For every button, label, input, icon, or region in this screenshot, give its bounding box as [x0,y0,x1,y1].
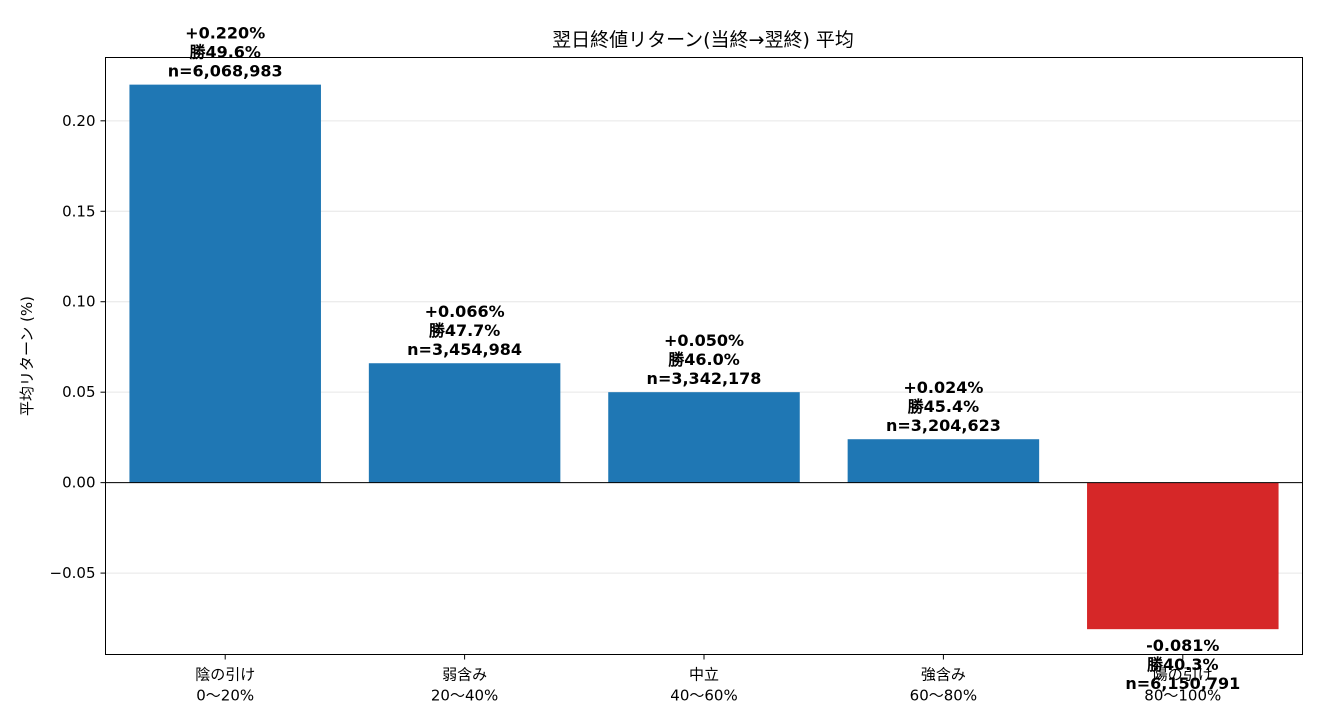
bars [129,84,1279,630]
data-label: 勝47.7% [429,321,501,340]
x-tick-label: 陰の引け [195,666,255,684]
y-tick-label: 0.00 [62,474,95,492]
x-tick-label: 強含み [921,666,966,684]
y-tick-label: 0.05 [62,383,95,401]
bar [847,439,1040,483]
data-label: n=3,342,178 [647,369,762,388]
x-tick-label: 60〜80% [910,687,977,705]
data-label: n=6,150,791 [1125,674,1240,693]
data-label: +0.066% [425,302,505,321]
x-tick-label: 弱含み [442,666,487,684]
y-tick-label: 0.15 [62,202,95,220]
bar [129,84,321,483]
bar-annotations: +0.220%勝49.6%n=6,068,983+0.066%勝47.7%n=3… [168,24,1240,694]
y-axis-label: 平均リターン (%) [18,296,36,416]
data-label: +0.024% [903,378,983,397]
data-label: 勝40.3% [1147,655,1219,674]
x-tick-label: 陽の引け [1153,666,1213,684]
y-tick-label: 0.10 [62,293,95,311]
data-label: 勝45.4% [908,397,980,416]
data-label: n=3,454,984 [407,340,522,359]
bar [368,363,561,483]
data-label: +0.220% [185,24,265,43]
y-axis: −0.05 0.00 0.05 0.10 0.15 0.20 [50,112,106,582]
bar [608,392,800,483]
x-axis: 陰の引け 0〜20% 弱含み 20〜40% 中立 40〜60% 強含み 60〜80% 陽の引け 8… [195,654,1221,705]
x-tick-label: 80〜100% [1144,687,1221,705]
bar [1087,482,1279,630]
x-tick-label: 40〜60% [670,687,737,705]
data-label: n=6,068,983 [168,62,283,81]
x-tick-label: 20〜40% [431,687,498,705]
data-label: n=3,204,623 [886,416,1001,435]
y-tick-label: 0.20 [62,112,95,130]
x-tick-label: 中立 [689,666,719,684]
y-tick-label: −0.05 [50,564,96,582]
data-label: 勝49.6% [189,43,261,62]
data-label: 勝46.0% [668,350,740,369]
data-label: -0.081% [1146,636,1219,655]
chart-title: 翌日終値リターン(当終→翌終) 平均 [552,29,854,51]
plot-frame [105,57,1303,655]
data-label: +0.050% [664,331,744,350]
x-tick-label: 0〜20% [196,687,254,705]
